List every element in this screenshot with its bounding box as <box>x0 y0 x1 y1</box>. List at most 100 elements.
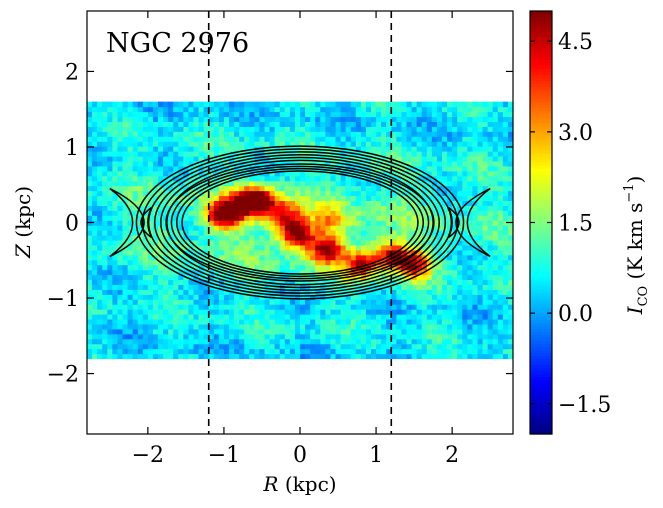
heatmap-cell <box>127 106 134 113</box>
heatmap-cell <box>497 274 504 281</box>
heatmap-cell <box>345 244 352 251</box>
y-axis-label: Z (kpc) <box>11 186 35 259</box>
heatmap-cell <box>376 146 382 152</box>
heatmap-cell <box>142 126 149 132</box>
heatmap-cell <box>92 146 98 152</box>
heatmap-cell <box>507 343 513 350</box>
heatmap-cell <box>132 220 139 226</box>
heatmap-cell <box>360 160 367 167</box>
heatmap-cell <box>249 121 255 127</box>
heatmap-cell <box>234 190 240 197</box>
heatmap-cell <box>87 225 93 231</box>
heatmap-cell <box>426 333 433 340</box>
heatmap-cell <box>436 264 443 271</box>
heatmap-cell <box>152 185 159 192</box>
heatmap-cell <box>239 318 245 325</box>
heatmap-cell <box>310 249 316 256</box>
heatmap-cell <box>269 353 276 360</box>
heatmap-cell <box>360 314 367 320</box>
heatmap-cell <box>401 101 408 108</box>
heatmap-cell <box>97 136 103 142</box>
heatmap-cell <box>284 309 291 315</box>
heatmap-cell <box>365 259 372 266</box>
heatmap-cell <box>274 244 281 251</box>
heatmap-cell <box>218 289 225 295</box>
heatmap-cell <box>416 333 423 340</box>
heatmap-cell <box>137 289 144 295</box>
heatmap-cell <box>132 136 139 142</box>
heatmap-cell <box>137 101 144 108</box>
heatmap-cell <box>411 338 418 345</box>
heatmap-cell <box>137 239 144 246</box>
heatmap-cell <box>142 180 149 187</box>
heatmap-cell <box>289 259 296 266</box>
heatmap-cell <box>447 220 453 226</box>
heatmap-cell <box>406 230 413 236</box>
heatmap-cell <box>132 210 139 216</box>
heatmap-cell <box>218 338 225 345</box>
heatmap-cell <box>142 116 149 122</box>
heatmap-cell <box>345 141 352 147</box>
heatmap-cell <box>472 190 479 197</box>
colorbar-step <box>530 421 552 426</box>
heatmap-cell <box>87 269 93 276</box>
heatmap-cell <box>178 343 184 350</box>
heatmap-cell <box>117 284 124 290</box>
heatmap-cell <box>229 146 235 152</box>
heatmap-cell <box>431 180 438 187</box>
heatmap-cell <box>218 170 225 177</box>
heatmap-cell <box>507 284 513 290</box>
heatmap-cell <box>142 215 149 221</box>
heatmap-cell <box>467 289 474 295</box>
heatmap-cell <box>269 131 276 137</box>
heatmap-cell <box>168 269 174 276</box>
colorbar-step <box>530 352 552 357</box>
heatmap-cell <box>507 264 513 271</box>
heatmap-cell <box>213 244 220 251</box>
heatmap-cell <box>213 136 220 142</box>
heatmap-cell <box>163 264 169 271</box>
heatmap-cell <box>259 141 266 147</box>
heatmap-cell <box>147 141 154 147</box>
heatmap-cell <box>365 146 372 152</box>
heatmap-cell <box>112 180 119 187</box>
heatmap-cell <box>234 185 240 192</box>
heatmap-cell <box>158 323 164 330</box>
heatmap-cell <box>208 205 215 211</box>
heatmap-cell <box>208 200 215 206</box>
heatmap-cell <box>315 136 321 142</box>
heatmap-cell <box>452 234 458 241</box>
heatmap-cell <box>112 289 119 295</box>
heatmap-cell <box>152 175 159 182</box>
heatmap-cell <box>391 190 397 197</box>
heatmap-cell <box>401 249 408 256</box>
heatmap-cell <box>386 121 392 127</box>
heatmap-cell <box>142 106 149 113</box>
heatmap-cell <box>396 131 403 137</box>
heatmap-cell <box>203 205 210 211</box>
heatmap-cell <box>117 215 124 221</box>
heatmap-cell <box>218 234 225 241</box>
heatmap-cell <box>173 309 179 315</box>
heatmap-cell <box>436 155 443 162</box>
heatmap-cell <box>198 210 205 216</box>
heatmap-cell <box>112 155 119 162</box>
heatmap-cell <box>92 279 98 285</box>
heatmap-cell <box>502 136 509 142</box>
colorbar-step <box>530 291 552 296</box>
heatmap-cell <box>168 185 174 192</box>
heatmap-cell <box>426 146 433 152</box>
heatmap-cell <box>335 175 342 182</box>
heatmap-cell <box>360 220 367 226</box>
heatmap-cell <box>477 155 484 162</box>
heatmap-cell <box>507 314 513 320</box>
heatmap-cell <box>284 215 291 221</box>
heatmap-cell <box>371 318 377 325</box>
heatmap-cell <box>497 294 504 300</box>
heatmap-cell <box>92 294 98 300</box>
heatmap-cell <box>274 165 281 172</box>
heatmap-cell <box>315 294 321 300</box>
heatmap-cell <box>300 220 306 226</box>
heatmap-cell <box>310 205 316 211</box>
heatmap-cell <box>376 131 382 137</box>
